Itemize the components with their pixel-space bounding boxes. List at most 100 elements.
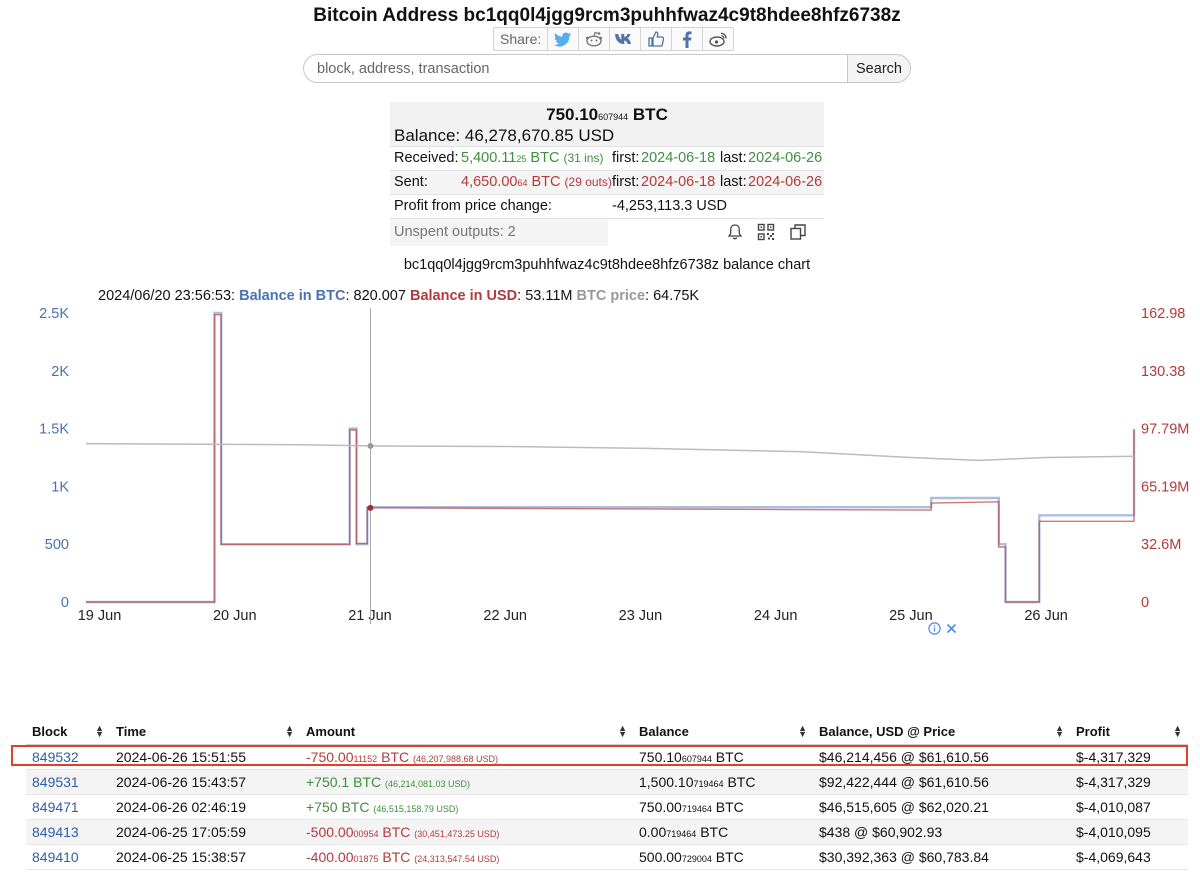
vk-icon[interactable] [610, 28, 642, 50]
balance-chart[interactable]: 0 500 1K 1.5K 2K 2.5K 0 32.6M 65.19M 97.79M 130.38… [0, 300, 1200, 630]
readout-btc-label: Balance in BTC [239, 288, 346, 304]
sort-icon[interactable]: ▲ ▼ [95, 723, 104, 739]
table-row: 849410 2024-06-25 15:38:57 -400.0001875 BT… [26, 844, 1188, 870]
column-header-balance[interactable]: Balance ▲ ▼ [633, 719, 813, 745]
ad-controls [928, 622, 958, 638]
info-icon[interactable] [928, 622, 945, 638]
profit-label: Profit from price change: [394, 198, 552, 214]
tx-balance: 750.00719464 BTC [633, 794, 813, 820]
series-line [86, 311, 1136, 604]
y-right-tick-label: 97.79M [1141, 422, 1189, 438]
close-icon[interactable] [945, 623, 958, 638]
y-right-tick-label: 162.98 [1141, 306, 1185, 322]
search-input[interactable] [303, 54, 847, 83]
sent-last-label: last: [720, 174, 747, 190]
y-left-tick-label: 2K [51, 364, 69, 380]
sent-label: Sent: [394, 174, 428, 190]
reddit-icon[interactable] [579, 28, 611, 50]
copy-icon[interactable] [789, 223, 807, 241]
y-left-tick-label: 2.5K [39, 306, 69, 322]
readout-usd-value: : 53.11M [517, 288, 573, 304]
tx-amount: -500.0000954 BTC (30,451,473.25 USD) [300, 819, 633, 845]
readout-usd-label: Balance in USD [409, 288, 518, 304]
y-right-tick-label: 65.19M [1141, 479, 1189, 495]
weibo-icon[interactable] [703, 28, 733, 50]
readout-btc-value: : 820.007 [345, 288, 406, 304]
tx-balance-usd: $438 @ $60,902.93 [813, 819, 1070, 845]
column-header-block[interactable]: Block ▲ ▼ [26, 719, 110, 745]
tx-profit: $-4,010,087 [1070, 794, 1188, 820]
column-header-profit[interactable]: Profit ▲ ▼ [1070, 719, 1188, 745]
received-first-label: first: [612, 150, 640, 166]
column-header-time[interactable]: Time ▲ ▼ [110, 719, 300, 745]
received-label: Received: [394, 150, 459, 166]
like-icon[interactable] [641, 28, 673, 50]
block-link[interactable]: 849410 [26, 844, 110, 870]
y-left-tick-label: 0 [61, 595, 69, 611]
table-row: 849532 2024-06-26 15:51:55 -750.0011152 BT… [26, 744, 1188, 770]
profit-row: Profit from price change: -4,253,113.3 U… [390, 194, 824, 218]
sort-icon[interactable]: ▲ ▼ [798, 723, 807, 739]
table-row: 849531 2024-06-26 15:43:57 +750.1 BTC (46,… [26, 769, 1188, 795]
unspent-row: Unspent outputs: 2 [390, 218, 824, 246]
tx-balance: 1,500.10719464 BTC [633, 769, 813, 795]
tx-amount: -400.0001875 BTC (24,313,547.54 USD) [300, 844, 633, 870]
block-link[interactable]: 849531 [26, 769, 110, 795]
x-tick-label: 22 Jun [483, 608, 527, 624]
address-tools [608, 219, 824, 246]
qr-code-icon[interactable] [757, 223, 775, 241]
readout-price-label: BTC price [576, 288, 646, 304]
balance-btc: 750.10607944 BTC [546, 105, 668, 124]
x-tick-label: 26 Jun [1024, 608, 1068, 624]
address-summary: 750.10607944 BTC Balance: 46,278,670.85 … [390, 102, 824, 246]
page-title: Bitcoin Address bc1qq0l4jgg9rcm3puhhfwaz… [313, 5, 901, 26]
search-bar: Search [303, 54, 911, 83]
block-link[interactable]: 849413 [26, 819, 110, 845]
tx-amount: +750 BTC (46,515,158.79 USD) [300, 794, 633, 820]
tx-balance-usd: $92,422,444 @ $61,610.56 [813, 769, 1070, 795]
facebook-icon[interactable] [672, 28, 704, 50]
highlight-box [11, 745, 1188, 766]
sort-icon[interactable]: ▲ ▼ [1173, 723, 1182, 739]
tx-profit: $-4,010,095 [1070, 819, 1188, 845]
block-link[interactable]: 849471 [26, 794, 110, 820]
tx-balance: 0.00719464 BTC [633, 819, 813, 845]
profit-value: -4,253,113.3 USD [612, 198, 727, 214]
price-marker [367, 442, 374, 449]
bell-icon[interactable] [726, 223, 744, 241]
column-header-balance-usd[interactable]: Balance, USD @ Price ▲ ▼ [813, 719, 1070, 745]
balance-header: 750.10607944 BTC Balance: 46,278,670.85 … [390, 102, 824, 146]
x-tick-label: 25 Jun [889, 608, 933, 624]
column-header-amount[interactable]: Amount ▲ ▼ [300, 719, 633, 745]
series-line [85, 442, 1135, 462]
x-tick-label: 19 Jun [78, 608, 122, 624]
received-last-label: last: [720, 150, 747, 166]
sort-icon[interactable]: ▲ ▼ [285, 723, 294, 739]
readout-time: 2024/06/20 23:56:53: [98, 288, 236, 304]
balance-usd: Balance: 46,278,670.85 USD [394, 126, 615, 145]
tx-time: 2024-06-25 15:38:57 [110, 844, 300, 870]
sent-first-label: first: [612, 174, 640, 190]
x-tick-label: 20 Jun [213, 608, 257, 624]
received-row: Received: 5,400.1125 BTC (31 ins) first:… [390, 146, 824, 170]
y-right-tick-label: 32.6M [1141, 537, 1181, 553]
sent-amount: 4,650.0064 BTC (29 outs) [461, 174, 612, 190]
twitter-icon[interactable] [548, 28, 580, 50]
y-left-tick-label: 500 [45, 537, 69, 553]
sort-icon[interactable]: ▲ ▼ [618, 723, 627, 739]
readout-price-value: : 64.75K [645, 288, 700, 304]
table-header-row: Block ▲ ▼ Time ▲ ▼ Amount ▲ ▼ Balance ▲ ▼ Balanc… [26, 719, 1188, 745]
search-button[interactable]: Search [847, 54, 911, 83]
received-first-date: 2024-06-18 [641, 150, 716, 166]
unspent-outputs-link[interactable]: Unspent outputs: 2 [394, 224, 516, 240]
tx-time: 2024-06-25 17:05:59 [110, 819, 300, 845]
tx-time: 2024-06-26 15:43:57 [110, 769, 300, 795]
chart-title: bc1qq0l4jgg9rcm3puhhfwaz4c9t8hdee8hfz673… [403, 257, 811, 273]
chart-readout: 2024/06/20 23:56:53: Balance in BTC: 820… [98, 288, 699, 304]
tx-amount: +750.1 BTC (46,214,081.03 USD) [300, 769, 633, 795]
sort-icon[interactable]: ▲ ▼ [1055, 723, 1064, 739]
table-row: 849413 2024-06-25 17:05:59 -500.0000954 BT… [26, 819, 1188, 845]
tx-balance-usd: $30,392,363 @ $60,783.84 [813, 844, 1070, 870]
tx-balance-usd: $46,515,605 @ $62,020.21 [813, 794, 1070, 820]
y-right-tick-label: 130.38 [1141, 364, 1185, 380]
